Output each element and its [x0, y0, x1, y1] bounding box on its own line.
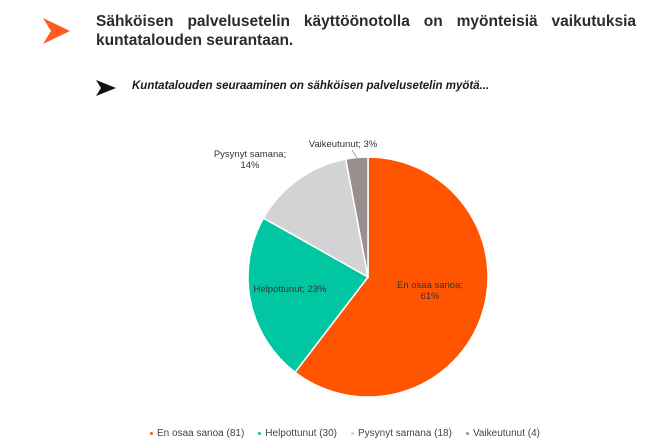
orange-chevron-icon: [43, 18, 70, 44]
legend-item-pysynyt-samana: Pysynyt samana (18): [351, 428, 452, 439]
slide-title: Sähköisen palvelusetelin käyttöönotolla …: [96, 13, 636, 49]
pie-slice-helpottunut: [247, 217, 370, 374]
pie-slice-en-osaa-sanoa: [294, 156, 489, 398]
legend-item-en-osaa-sanoa: En osaa sanoa (81): [150, 428, 244, 439]
chart-legend: En osaa sanoa (81) Helpottunut (30) Pysyny…: [150, 428, 610, 439]
leader-line: [351, 149, 358, 159]
legend-marker: [258, 432, 262, 435]
data-label-helpottunut: Helpottunut; 23%: [254, 284, 327, 295]
legend-label: Pysynyt samana (18): [358, 428, 452, 439]
data-label-vaikeutunut: Vaikeutunut; 3%: [309, 139, 378, 150]
legend-marker: [351, 432, 354, 435]
data-label-pysynyt-samana: Pysynyt samana; 14%: [214, 149, 286, 171]
legend-marker: [150, 432, 153, 435]
black-chevron-icon: [96, 80, 116, 96]
chart-subtitle: Kuntatalouden seuraaminen on sähköisen p…: [132, 80, 490, 92]
legend-item-vaikeutunut: Vaikeutunut (4): [465, 428, 541, 439]
legend-label: Vaikeutunut (4): [472, 428, 541, 439]
legend-marker: [465, 432, 469, 435]
legend-label: En osaa sanoa (81): [157, 428, 245, 439]
legend-label: Helpottunut (30): [265, 428, 337, 439]
data-label-en-osaa-sanoa: En osaa sanoa; 61%: [397, 280, 463, 302]
pie-slice-pysynyt-samana: [262, 158, 370, 279]
legend-item-helpottunut: Helpottunut (30): [258, 428, 337, 439]
